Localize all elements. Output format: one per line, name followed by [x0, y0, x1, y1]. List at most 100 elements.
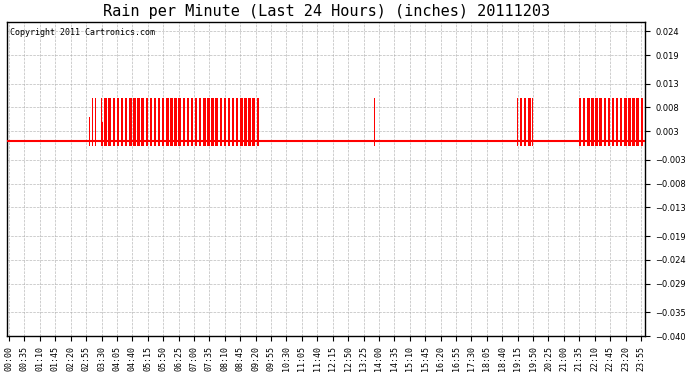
- Bar: [620, 98, 621, 146]
- Bar: [230, 98, 231, 146]
- Bar: [240, 98, 241, 146]
- Bar: [179, 98, 180, 146]
- Bar: [94, 98, 95, 146]
- Title: Rain per Minute (Last 24 Hours) (inches) 20111203: Rain per Minute (Last 24 Hours) (inches)…: [103, 4, 550, 19]
- Bar: [236, 98, 237, 146]
- Bar: [113, 98, 114, 146]
- Bar: [89, 117, 90, 146]
- Bar: [180, 98, 181, 146]
- Bar: [104, 98, 105, 146]
- Bar: [596, 98, 597, 146]
- Bar: [253, 98, 254, 146]
- Bar: [602, 98, 604, 146]
- Bar: [174, 98, 175, 146]
- Bar: [116, 122, 117, 146]
- Bar: [187, 98, 188, 146]
- Bar: [204, 98, 205, 146]
- Bar: [148, 98, 150, 146]
- Bar: [613, 98, 614, 146]
- Bar: [122, 98, 123, 146]
- Bar: [526, 98, 527, 146]
- Bar: [217, 98, 218, 146]
- Bar: [172, 98, 173, 146]
- Bar: [583, 98, 584, 146]
- Bar: [167, 98, 168, 146]
- Bar: [129, 98, 130, 146]
- Bar: [109, 98, 110, 146]
- Bar: [245, 98, 246, 146]
- Bar: [634, 98, 635, 146]
- Bar: [250, 98, 251, 146]
- Bar: [586, 98, 588, 146]
- Bar: [625, 98, 626, 146]
- Bar: [125, 98, 126, 146]
- Bar: [110, 98, 111, 146]
- Bar: [142, 98, 143, 146]
- Bar: [195, 98, 196, 146]
- Bar: [92, 98, 93, 146]
- Bar: [621, 98, 622, 146]
- Bar: [126, 98, 127, 146]
- Bar: [588, 98, 589, 146]
- Bar: [105, 98, 106, 146]
- Bar: [212, 98, 213, 146]
- Bar: [641, 98, 642, 146]
- Bar: [135, 98, 136, 146]
- Bar: [599, 98, 600, 146]
- Bar: [632, 98, 633, 146]
- Bar: [201, 98, 202, 146]
- Bar: [629, 98, 630, 146]
- Bar: [532, 98, 533, 146]
- Bar: [635, 98, 636, 146]
- Bar: [162, 98, 163, 146]
- Bar: [642, 98, 643, 146]
- Bar: [589, 98, 590, 146]
- Bar: [175, 98, 176, 146]
- Bar: [171, 98, 172, 146]
- Bar: [106, 98, 107, 146]
- Bar: [609, 98, 610, 146]
- Bar: [139, 98, 140, 146]
- Bar: [155, 98, 156, 146]
- Bar: [152, 98, 153, 146]
- Bar: [616, 98, 617, 146]
- Bar: [256, 98, 257, 146]
- Bar: [208, 98, 209, 146]
- Bar: [249, 98, 250, 146]
- Bar: [203, 98, 204, 146]
- Bar: [95, 98, 96, 146]
- Bar: [257, 98, 258, 146]
- Bar: [194, 98, 195, 146]
- Bar: [151, 98, 152, 146]
- Bar: [117, 98, 118, 146]
- Bar: [130, 98, 131, 146]
- Bar: [181, 98, 182, 146]
- Text: Copyright 2011 Cartronics.com: Copyright 2011 Cartronics.com: [10, 28, 155, 37]
- Bar: [150, 98, 151, 146]
- Bar: [618, 98, 620, 146]
- Bar: [226, 98, 228, 146]
- Bar: [529, 98, 530, 146]
- Bar: [580, 98, 581, 146]
- Bar: [132, 98, 134, 146]
- Bar: [196, 98, 197, 146]
- Bar: [604, 98, 605, 146]
- Bar: [197, 98, 198, 146]
- Bar: [628, 98, 629, 146]
- Bar: [164, 98, 166, 146]
- Bar: [374, 98, 375, 146]
- Bar: [221, 98, 222, 146]
- Bar: [233, 98, 234, 146]
- Bar: [210, 98, 212, 146]
- Bar: [118, 98, 119, 146]
- Bar: [605, 98, 606, 146]
- Bar: [178, 98, 179, 146]
- Bar: [220, 98, 221, 146]
- Bar: [191, 98, 192, 146]
- Bar: [207, 98, 208, 146]
- Bar: [232, 98, 233, 146]
- Bar: [633, 98, 634, 146]
- Bar: [521, 98, 522, 146]
- Bar: [593, 98, 594, 146]
- Bar: [200, 98, 201, 146]
